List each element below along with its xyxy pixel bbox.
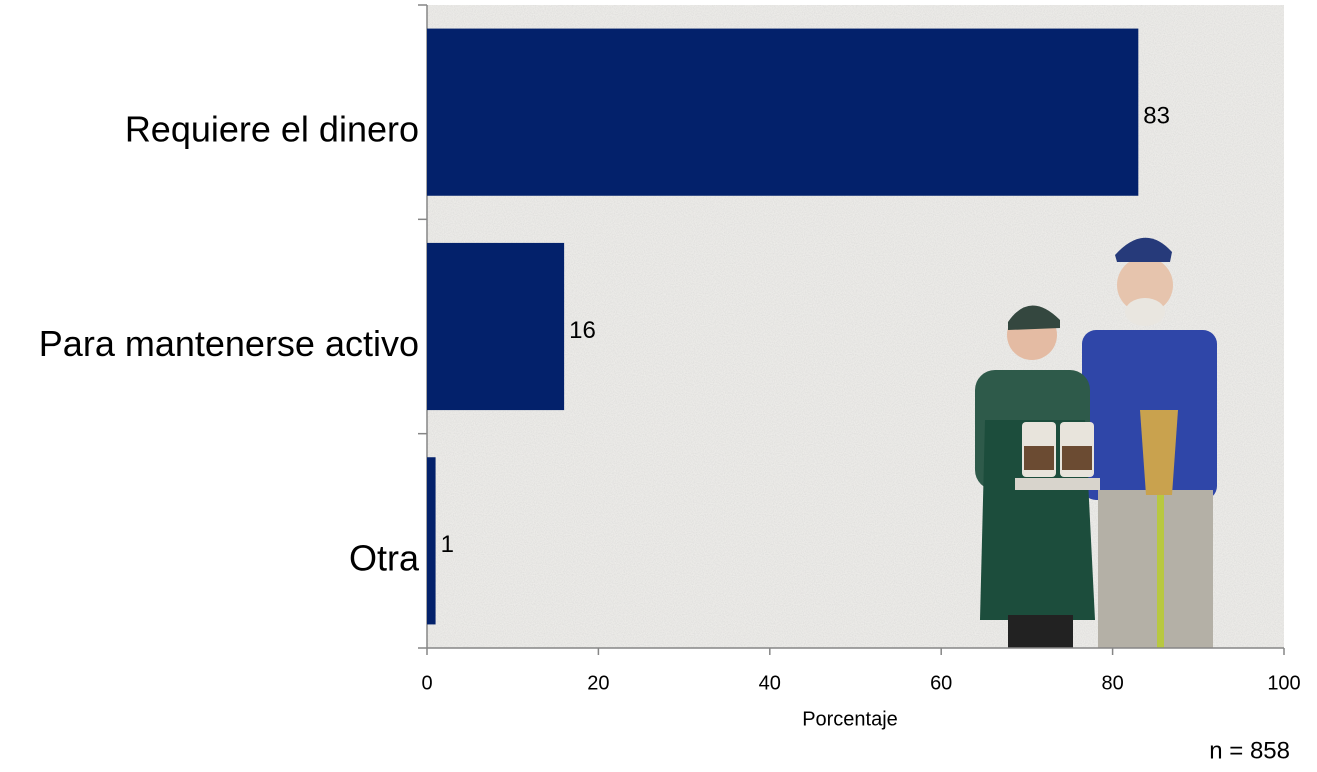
value-label: 83 <box>1143 103 1170 130</box>
bar <box>427 28 1139 196</box>
y-tick-label: Otra <box>349 537 420 578</box>
x-axis-title: Porcentaje <box>802 708 898 730</box>
y-tick-label: Para mantenerse activo <box>39 323 419 364</box>
x-tick-label: 0 <box>421 672 432 694</box>
x-tick-label: 80 <box>1101 672 1123 694</box>
value-label: 16 <box>569 317 596 344</box>
x-tick-label: 40 <box>759 672 781 694</box>
x-tick-label: 100 <box>1267 672 1300 694</box>
y-tick-label: Requiere el dinero <box>125 109 419 150</box>
x-tick-label: 20 <box>587 672 609 694</box>
value-label: 1 <box>441 531 454 558</box>
bar <box>427 242 565 411</box>
x-tick-label: 60 <box>930 672 952 694</box>
bar <box>427 457 436 625</box>
photo-illustration <box>975 237 1217 648</box>
sample-size-note: n = 858 <box>1209 737 1290 764</box>
